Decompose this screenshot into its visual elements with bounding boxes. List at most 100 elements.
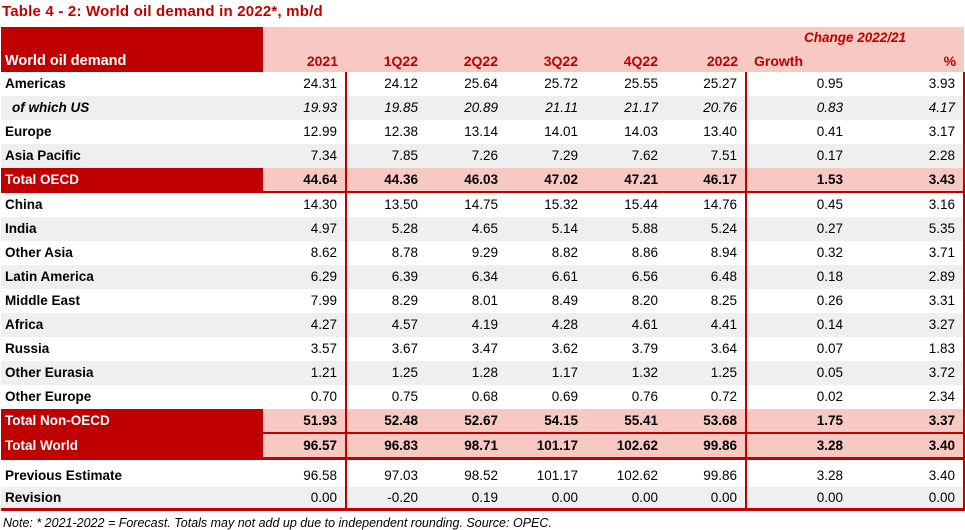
- value-cell: 3.47: [471, 341, 498, 357]
- value-cell: 25.27: [666, 72, 748, 96]
- value-cell: 20.89: [426, 96, 506, 120]
- value-cell: 0.83: [746, 96, 852, 120]
- col-header-4q22: 4Q22: [586, 48, 666, 72]
- value-cell: 8.25: [666, 289, 748, 313]
- value-cell: 8.49: [551, 293, 578, 309]
- value-cell: 3.64: [666, 337, 748, 361]
- row-label: Africa: [1, 313, 263, 337]
- value-cell: 8.62: [263, 241, 347, 265]
- row-label: Latin America: [1, 265, 263, 289]
- value-cell: 19.93: [263, 96, 347, 120]
- header-row-columns: 2021 1Q22 2Q22 3Q22 4Q22 2022 Growth %: [1, 48, 965, 72]
- value-cell: 0.68: [471, 389, 498, 405]
- row-label: Revision: [1, 487, 263, 511]
- value-cell: 0.00: [666, 487, 748, 511]
- header-row-group: World oil demand Change 2022/21: [1, 27, 965, 72]
- value-cell: 4.65: [426, 217, 506, 241]
- value-cell: 4.57: [346, 313, 426, 337]
- row-label: India: [1, 217, 263, 241]
- col-header-2021: 2021: [263, 48, 346, 72]
- value-cell: 99.86: [666, 433, 748, 460]
- table-row: Other Asia 8.62 8.78 9.29 8.82 8.86 8.94 0.32 3.…: [1, 241, 965, 265]
- value-cell: 8.86: [631, 245, 658, 261]
- table-header: World oil demand Change 2022/21 2021 1Q2…: [1, 27, 965, 72]
- value-cell: 1.21: [263, 361, 347, 385]
- value-cell: 0.45: [816, 197, 844, 213]
- value-cell: 1.25: [666, 361, 748, 385]
- value-cell: 52.48: [346, 409, 426, 434]
- value-cell: 8.78: [391, 245, 418, 261]
- value-cell: 0.26: [816, 293, 844, 309]
- row-label: Middle East: [5, 293, 81, 309]
- value-cell: 5.28: [346, 217, 426, 241]
- value-cell: 0.75: [391, 389, 418, 405]
- value-cell: 0.95: [816, 76, 844, 92]
- table-body: Americas 24.31 24.12 25.64 25.72 25.55 25.27 0.…: [1, 72, 965, 511]
- value-cell: 0.14: [746, 313, 852, 337]
- value-cell: 1.28: [426, 361, 506, 385]
- value-cell: 0.41: [816, 124, 844, 140]
- table-row: Russia 3.57 3.67 3.47 3.62 3.79 3.64 0.07 1.83: [1, 337, 965, 361]
- value-cell: 3.62: [551, 341, 578, 357]
- value-cell: 4.28: [506, 313, 586, 337]
- value-cell: 4.19: [426, 313, 506, 337]
- value-cell: 4.27: [263, 313, 347, 337]
- value-cell: 21.17: [586, 96, 666, 120]
- value-cell: 3.17: [851, 120, 965, 144]
- table-row: Asia Pacific 7.34 7.85 7.26 7.29 7.62 7.51 0.17…: [1, 144, 965, 168]
- table-row: Total OECD 44.64 44.36 46.03 47.02 47.21 46.17…: [1, 168, 965, 193]
- value-cell: 46.17: [666, 168, 748, 193]
- value-cell: 97.03: [384, 468, 418, 484]
- value-cell: 51.93: [263, 409, 347, 434]
- value-cell: 15.44: [624, 197, 658, 213]
- oil-demand-table: World oil demand Change 2022/21 2021 1Q2…: [1, 27, 965, 511]
- value-cell: 0.00: [746, 487, 852, 511]
- value-cell: 0.00: [851, 487, 965, 511]
- value-cell: 6.34: [426, 265, 506, 289]
- value-cell: 0.70: [263, 385, 347, 409]
- col-header-2022: 2022: [666, 48, 747, 72]
- value-cell: 0.32: [816, 245, 844, 261]
- col-header-3q22: 3Q22: [506, 48, 586, 72]
- value-cell: 6.48: [666, 265, 748, 289]
- table-row: Other Europe 0.70 0.75 0.68 0.69 0.76 0.72 0.02…: [1, 385, 965, 409]
- value-cell: 1.53: [746, 168, 852, 193]
- value-cell: 0.17: [746, 144, 852, 168]
- value-cell: 54.15: [506, 409, 586, 434]
- value-cell: 52.67: [426, 409, 506, 434]
- row-label: Other Eurasia: [1, 361, 263, 385]
- value-cell: 14.03: [624, 124, 658, 140]
- value-cell: 4.17: [851, 96, 965, 120]
- value-cell: 3.72: [851, 361, 965, 385]
- value-cell: 7.99: [263, 289, 347, 313]
- table-row: Total Non-OECD 51.93 52.48 52.67 54.15 55.41 5…: [1, 409, 965, 434]
- value-cell: 2.28: [851, 144, 965, 168]
- value-cell: 21.11: [506, 96, 586, 120]
- row-label: Americas: [5, 76, 66, 92]
- value-cell: 3.57: [263, 337, 347, 361]
- table-row: Africa 4.27 4.57 4.19 4.28 4.61 4.41 0.14 3.27: [1, 313, 965, 337]
- value-cell: 14.01: [544, 124, 578, 140]
- value-cell: 5.88: [586, 217, 666, 241]
- value-cell: 12.38: [384, 124, 418, 140]
- value-cell: 1.75: [746, 409, 852, 434]
- value-cell: 99.86: [666, 465, 748, 487]
- value-cell: 1.83: [851, 337, 965, 361]
- change-group-header: Change 2022/21: [746, 27, 965, 48]
- row-label: Previous Estimate: [5, 468, 123, 484]
- value-cell: 1.32: [586, 361, 666, 385]
- value-cell: 0.07: [816, 341, 844, 357]
- value-cell: 3.71: [851, 241, 965, 265]
- value-cell: 0.19: [426, 487, 506, 511]
- value-cell: 8.29: [391, 293, 418, 309]
- value-cell: 0.27: [746, 217, 852, 241]
- value-cell: 3.28: [816, 468, 844, 484]
- value-cell: 9.29: [471, 245, 498, 261]
- value-cell: 0.00: [586, 487, 666, 511]
- value-cell: 3.79: [631, 341, 658, 357]
- value-cell: 24.31: [263, 72, 347, 96]
- value-cell: 0.02: [816, 389, 844, 405]
- value-cell: 55.41: [586, 409, 666, 434]
- value-cell: 2.34: [851, 385, 965, 409]
- value-cell: 47.21: [586, 168, 666, 193]
